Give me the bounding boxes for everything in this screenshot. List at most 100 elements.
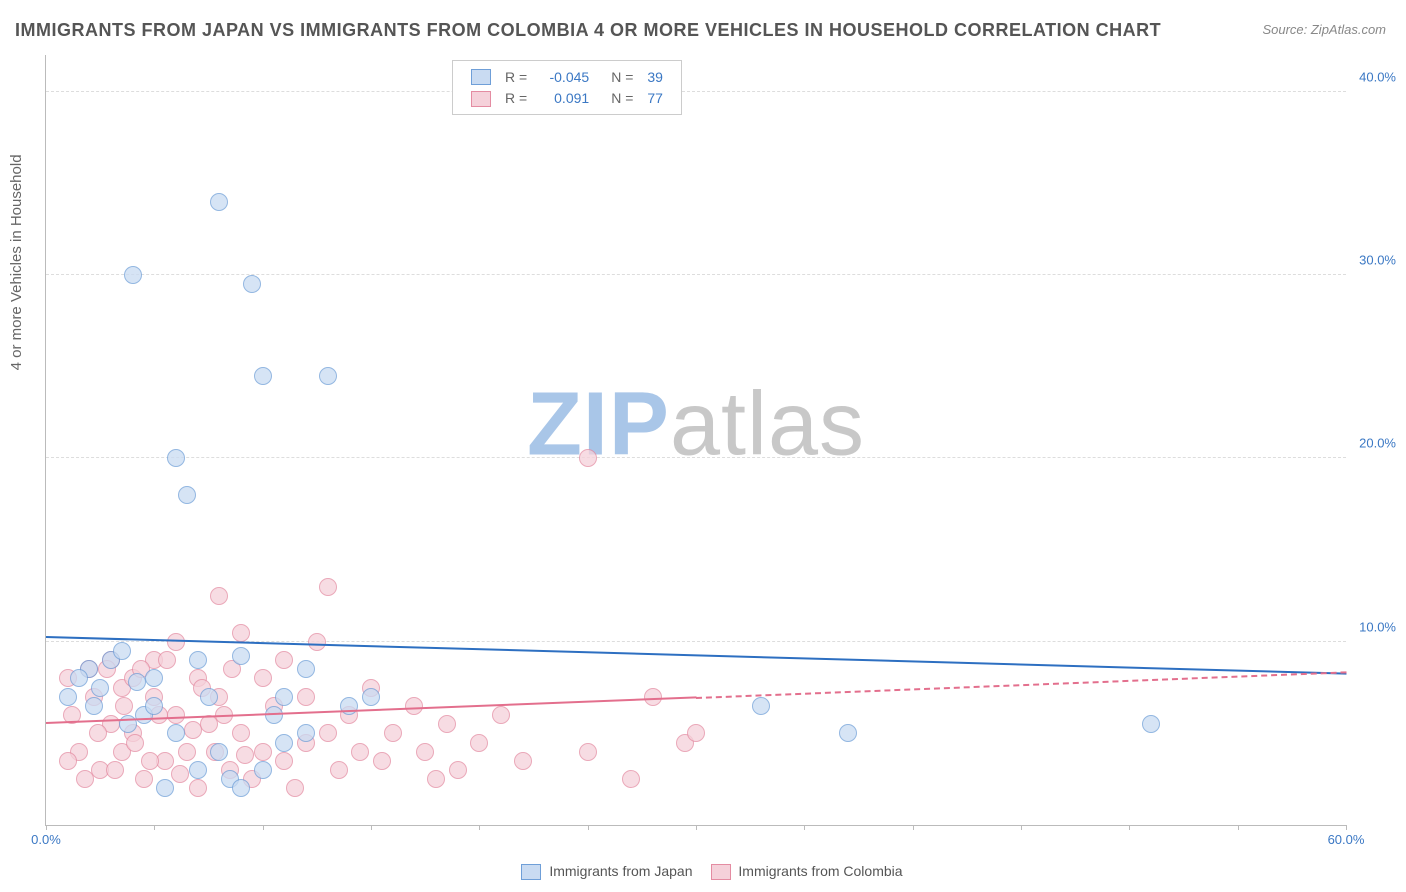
x-tick-mark bbox=[1346, 825, 1347, 830]
data-point bbox=[687, 724, 705, 742]
legend-n-value: 77 bbox=[641, 88, 669, 107]
data-point bbox=[167, 449, 185, 467]
series-legend: Immigrants from Japan Immigrants from Co… bbox=[0, 863, 1406, 880]
data-point bbox=[210, 587, 228, 605]
data-point bbox=[200, 688, 218, 706]
legend-swatch bbox=[711, 864, 731, 880]
data-point bbox=[178, 486, 196, 504]
data-point bbox=[373, 752, 391, 770]
data-point bbox=[145, 697, 163, 715]
data-point bbox=[189, 761, 207, 779]
data-point bbox=[91, 679, 109, 697]
x-tick-mark bbox=[696, 825, 697, 830]
page-title: IMMIGRANTS FROM JAPAN VS IMMIGRANTS FROM… bbox=[15, 20, 1161, 41]
data-point bbox=[135, 770, 153, 788]
data-point bbox=[232, 779, 250, 797]
data-point bbox=[416, 743, 434, 761]
data-point bbox=[449, 761, 467, 779]
data-point bbox=[405, 697, 423, 715]
data-point bbox=[319, 578, 337, 596]
data-point bbox=[171, 765, 189, 783]
data-point bbox=[752, 697, 770, 715]
y-tick-label: 30.0% bbox=[1352, 253, 1396, 268]
data-point bbox=[492, 706, 510, 724]
legend-swatch bbox=[471, 69, 491, 85]
data-point bbox=[156, 779, 174, 797]
x-tick-mark bbox=[46, 825, 47, 830]
data-point bbox=[113, 642, 131, 660]
data-point bbox=[178, 743, 196, 761]
x-tick-mark bbox=[479, 825, 480, 830]
data-point bbox=[115, 697, 133, 715]
source-attr: Source: ZipAtlas.com bbox=[1262, 22, 1386, 37]
x-tick-mark bbox=[371, 825, 372, 830]
x-tick-label: 0.0% bbox=[31, 832, 61, 847]
data-point bbox=[470, 734, 488, 752]
watermark: ZIPatlas bbox=[527, 373, 865, 476]
data-point bbox=[839, 724, 857, 742]
legend-label: Immigrants from Japan bbox=[545, 863, 692, 879]
x-tick-mark bbox=[1238, 825, 1239, 830]
data-point bbox=[351, 743, 369, 761]
data-point bbox=[254, 761, 272, 779]
data-point bbox=[184, 721, 202, 739]
data-point bbox=[243, 275, 261, 293]
data-point bbox=[275, 651, 293, 669]
legend-n-value: 39 bbox=[641, 67, 669, 86]
data-point bbox=[579, 449, 597, 467]
y-tick-label: 20.0% bbox=[1352, 436, 1396, 451]
data-point bbox=[232, 724, 250, 742]
data-point bbox=[141, 752, 159, 770]
data-point bbox=[319, 724, 337, 742]
scatter-plot: ZIPatlas 10.0%20.0%30.0%40.0%0.0%60.0% bbox=[45, 55, 1346, 826]
data-point bbox=[319, 367, 337, 385]
data-point bbox=[189, 779, 207, 797]
data-point bbox=[308, 633, 326, 651]
data-point bbox=[362, 688, 380, 706]
data-point bbox=[275, 752, 293, 770]
data-point bbox=[579, 743, 597, 761]
data-point bbox=[85, 697, 103, 715]
legend-r-value: -0.045 bbox=[535, 67, 595, 86]
data-point bbox=[1142, 715, 1160, 733]
stats-legend: R =-0.045N =39 R =0.091N =77 bbox=[452, 60, 682, 115]
data-point bbox=[128, 673, 146, 691]
legend-row: R =-0.045N =39 bbox=[465, 67, 669, 86]
data-point bbox=[286, 779, 304, 797]
data-point bbox=[126, 734, 144, 752]
data-point bbox=[106, 761, 124, 779]
data-point bbox=[236, 746, 254, 764]
data-point bbox=[59, 688, 77, 706]
legend-swatch bbox=[471, 91, 491, 107]
x-tick-mark bbox=[588, 825, 589, 830]
data-point bbox=[232, 647, 250, 665]
data-point bbox=[232, 624, 250, 642]
gridline bbox=[46, 91, 1346, 92]
data-point bbox=[210, 193, 228, 211]
data-point bbox=[145, 669, 163, 687]
data-point bbox=[275, 734, 293, 752]
data-point bbox=[254, 669, 272, 687]
x-tick-mark bbox=[804, 825, 805, 830]
data-point bbox=[438, 715, 456, 733]
x-tick-label: 60.0% bbox=[1328, 832, 1365, 847]
data-point bbox=[59, 752, 77, 770]
data-point bbox=[297, 688, 315, 706]
data-point bbox=[644, 688, 662, 706]
x-tick-mark bbox=[913, 825, 914, 830]
data-point bbox=[384, 724, 402, 742]
data-point bbox=[70, 669, 88, 687]
gridline bbox=[46, 457, 1346, 458]
data-point bbox=[330, 761, 348, 779]
y-axis-label: 4 or more Vehicles in Household bbox=[8, 154, 25, 370]
legend-label: Immigrants from Colombia bbox=[735, 863, 903, 879]
y-tick-label: 10.0% bbox=[1352, 619, 1396, 634]
data-point bbox=[297, 724, 315, 742]
legend-row: R =0.091N =77 bbox=[465, 88, 669, 107]
data-point bbox=[514, 752, 532, 770]
data-point bbox=[158, 651, 176, 669]
data-point bbox=[89, 724, 107, 742]
data-point bbox=[427, 770, 445, 788]
data-point bbox=[622, 770, 640, 788]
x-tick-mark bbox=[1129, 825, 1130, 830]
